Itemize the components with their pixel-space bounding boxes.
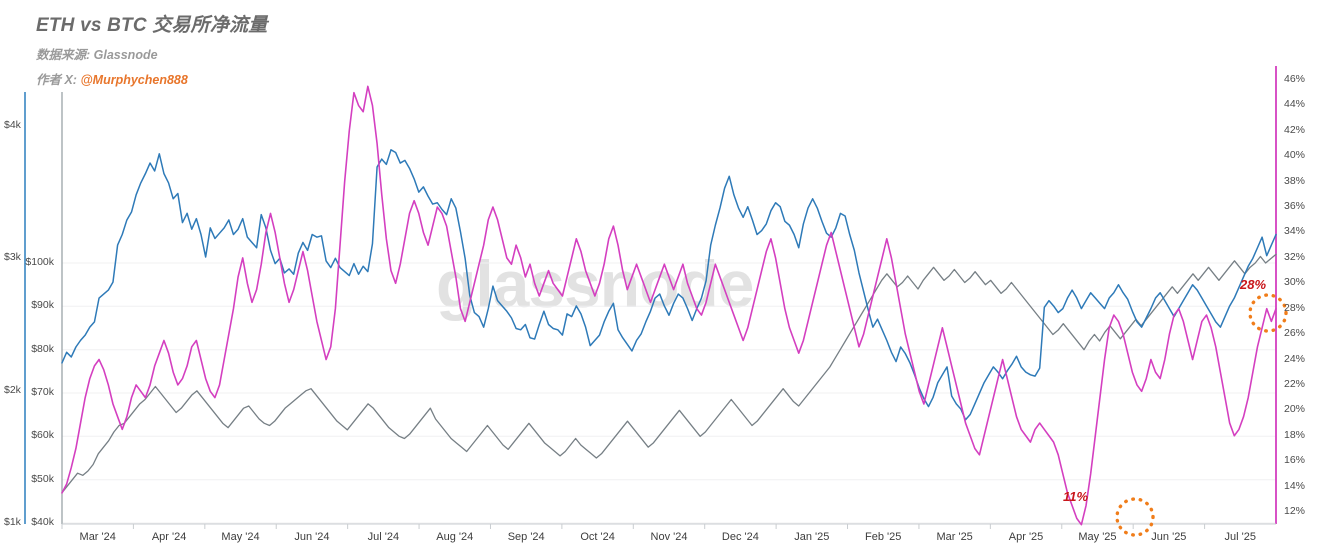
axis-tick-label: 44%	[1284, 98, 1306, 111]
x-axis-tick-label: Mar '24	[79, 531, 116, 543]
eth-price-line	[61, 149, 1277, 421]
axis-tick-label: 38%	[1284, 174, 1306, 187]
axis-tick-label: 40%	[1284, 149, 1306, 162]
x-axis-tick-label: Jan '25	[794, 531, 830, 543]
axis-tick-label: $4k	[4, 119, 21, 131]
axis-tick-label: 14%	[1284, 479, 1306, 492]
gridlines	[62, 262, 1276, 524]
axis-tick-label: $2k	[4, 383, 21, 396]
axis-tick-label: 32%	[1284, 250, 1306, 263]
axis-tick-label: 42%	[1284, 123, 1306, 136]
axis-tick-label: $3k	[4, 251, 21, 264]
x-axis-tick-label: Feb '25	[865, 531, 902, 543]
btc-price-line	[61, 253, 1277, 494]
axis-tick-label: 34%	[1284, 225, 1306, 238]
x-axis-tick-label: Sep '24	[507, 531, 545, 543]
x-axis-tick-label: Oct '24	[580, 531, 615, 543]
x-axis-tick-label: Nov '24	[650, 531, 688, 543]
x-axis-tick-label: Jul '24	[367, 531, 400, 543]
axis-tick-label: $70k	[31, 386, 54, 398]
axis-tick-label: 18%	[1284, 428, 1306, 441]
axis-tick-label: $100k	[25, 256, 54, 268]
data-source-label: 数据来源: Glassnode	[36, 48, 158, 62]
chart-annotation-label: 28%	[1240, 277, 1267, 292]
x-axis-tick-label: Apr '24	[151, 531, 187, 543]
axis-tick-label: $1k	[4, 516, 21, 528]
author-line: 作者 X: @Murphychen888	[36, 69, 267, 88]
eth-btc-ratio-line	[61, 85, 1277, 526]
x-axis-tick-label: May '25	[1078, 531, 1117, 543]
x-axis-tick-label: Apr '25	[1008, 531, 1044, 543]
author-handle[interactable]: @Murphychen888	[80, 73, 188, 87]
axis-tick-label: 12%	[1284, 505, 1306, 517]
axis-tick-label: $60k	[31, 429, 54, 442]
page-title: ETH vs BTC 交易所净流量	[36, 15, 268, 36]
axis-tick-label: 28%	[1284, 301, 1306, 314]
author-label: 作者 X:	[36, 73, 77, 87]
axis-tick-label: 30%	[1284, 276, 1306, 289]
chart-annotation-label: 11%	[1063, 489, 1089, 504]
x-axis-tick-label: Jun '25	[1151, 531, 1187, 543]
axis-tick-label: 20%	[1284, 403, 1306, 416]
axis-tick-label: 16%	[1284, 454, 1306, 467]
x-axis-tick-label: Mar '25	[936, 531, 973, 543]
x-axis-tick-label: Jun '24	[294, 531, 330, 543]
axis-tick-label: 36%	[1284, 200, 1306, 213]
axis-tick-label: 26%	[1284, 327, 1306, 340]
axis-tick-label: $50k	[31, 472, 54, 485]
axis-tick-label: $80k	[31, 342, 54, 355]
x-axis-tick-label: May '24	[221, 531, 260, 543]
axis-lines	[24, 66, 1277, 525]
axis-tick-label: 46%	[1284, 73, 1306, 85]
x-axis-tick-label: Dec '24	[721, 531, 759, 543]
x-tick-marks	[61, 524, 1206, 529]
x-axis-tick-label: Aug '24	[436, 531, 474, 543]
axis-tick-label: $40k	[31, 516, 54, 528]
annotation-circles	[1115, 293, 1288, 537]
axis-tick-label: $90k	[31, 299, 54, 312]
axis-tick-label: 22%	[1284, 377, 1306, 390]
axis-tick-label: 24%	[1284, 352, 1306, 365]
x-axis-tick-label: Jul '25	[1224, 531, 1256, 543]
chart-header: ETH vs BTC 交易所净流量 数据来源: Glassnode 作者 X: …	[36, 10, 267, 88]
